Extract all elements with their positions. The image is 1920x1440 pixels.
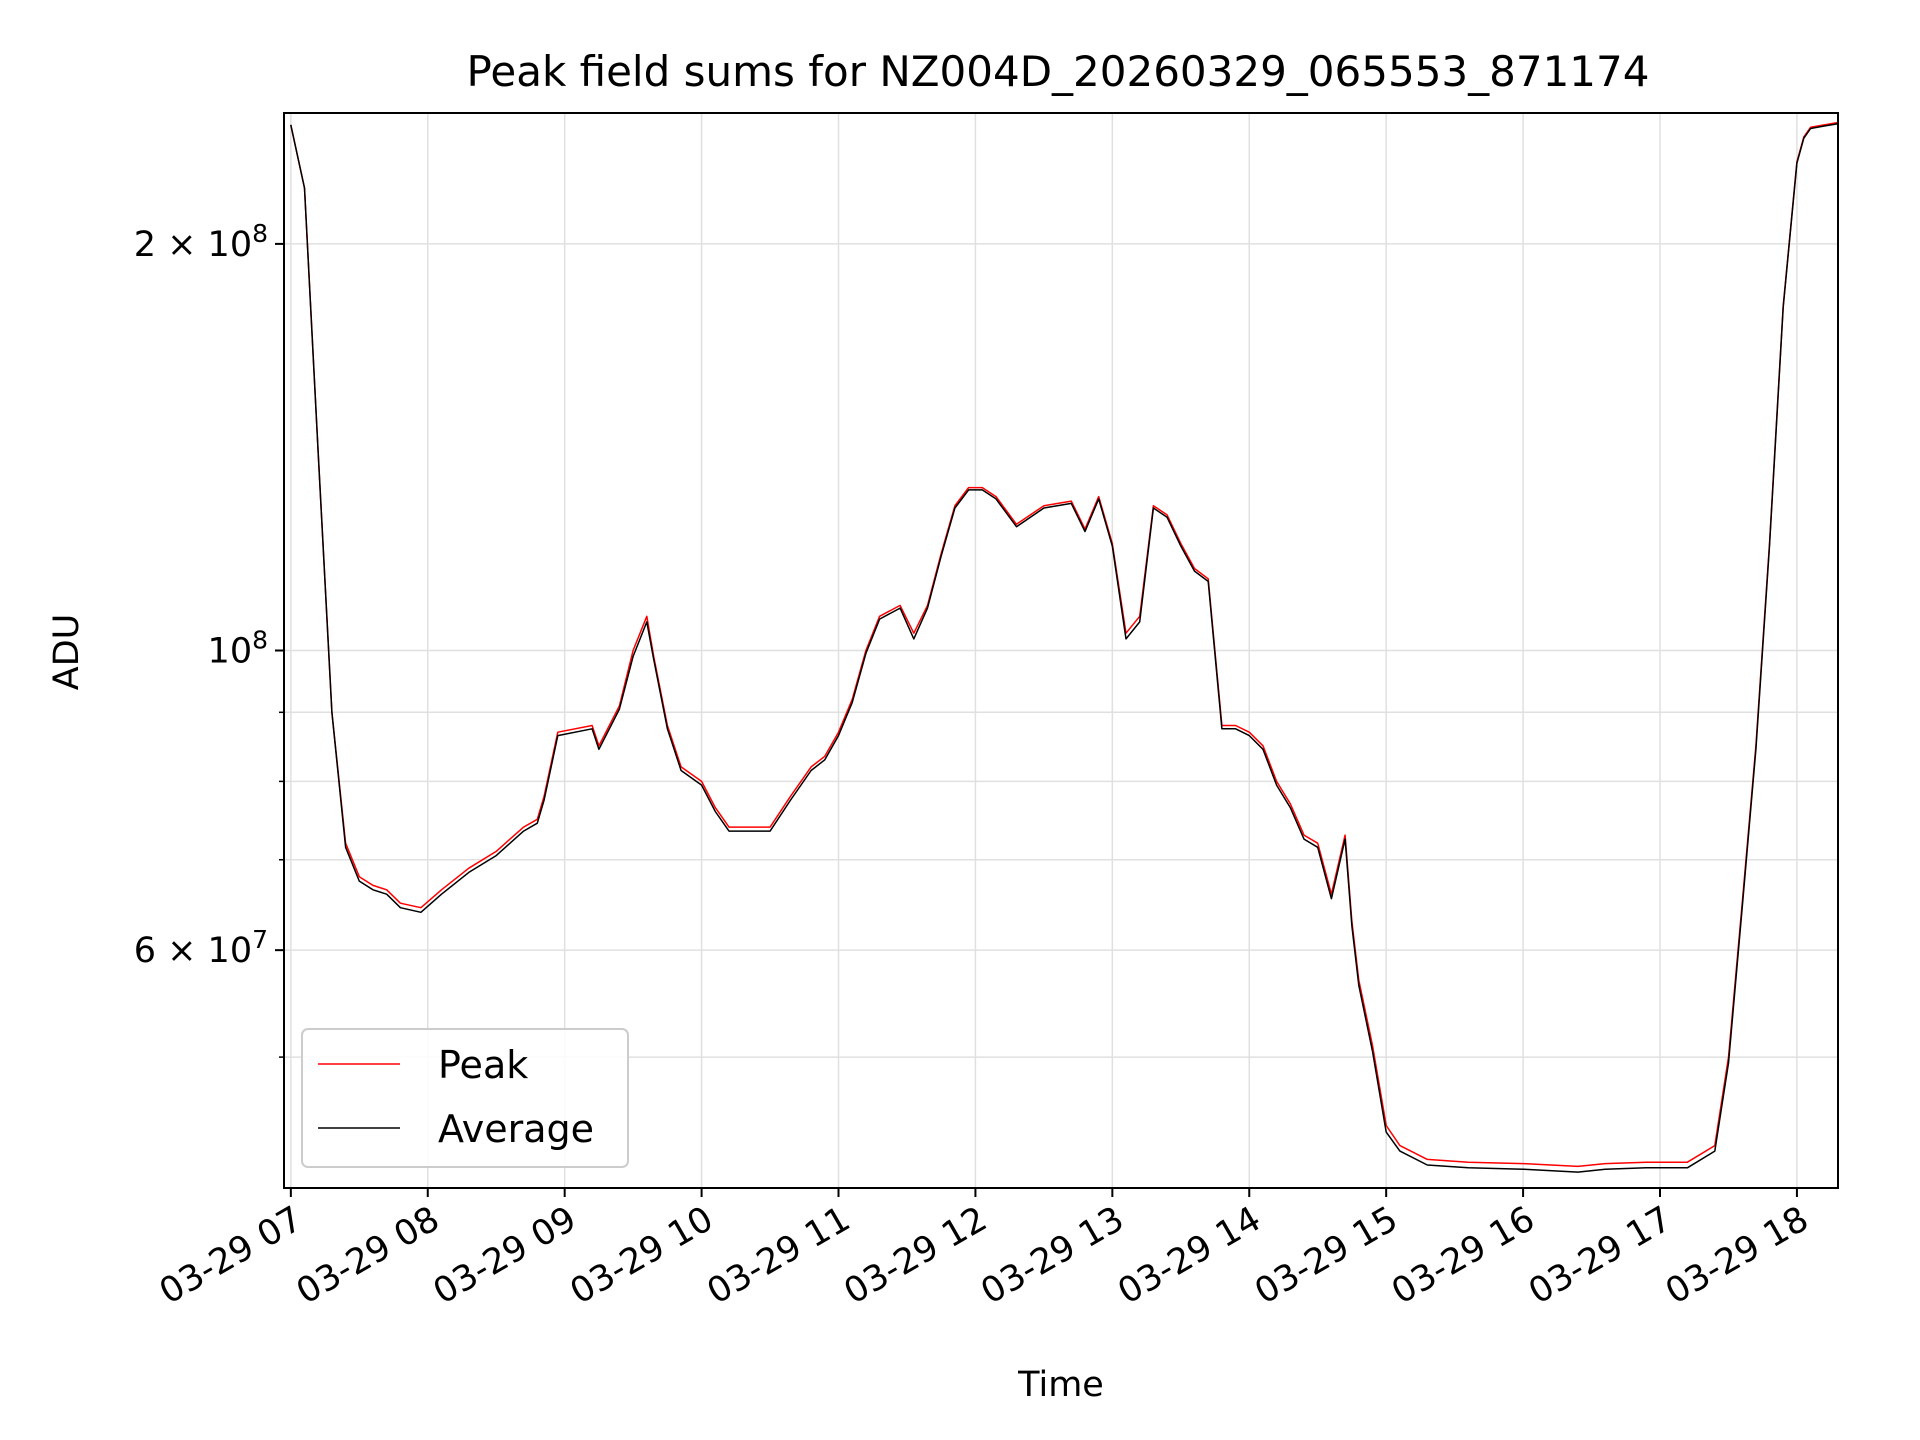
series-layer — [290, 121, 1839, 1173]
x-tick-label: 03-29 08 — [290, 1199, 446, 1312]
x-tick-label: 03-29 15 — [1248, 1199, 1404, 1312]
y-tick-label: 6 × 107 — [134, 925, 268, 971]
x-tick-label: 03-29 16 — [1385, 1199, 1541, 1312]
series-line-peak — [290, 121, 1839, 1168]
chart-title: Peak field sums for NZ004D_20260329_0655… — [467, 47, 1650, 96]
x-axis-label: Time — [1017, 1365, 1104, 1405]
legend: Peak Average — [301, 1028, 629, 1168]
x-tick-label: 03-29 07 — [153, 1199, 309, 1312]
legend-label-average: Average — [438, 1107, 594, 1151]
x-tick-label: 03-29 09 — [427, 1199, 583, 1312]
x-tick-label: 03-29 14 — [1111, 1199, 1267, 1312]
x-tick-label: 03-29 18 — [1659, 1199, 1815, 1312]
x-tick-label: 03-29 11 — [701, 1199, 857, 1312]
y-tick-exponent: 7 — [252, 925, 268, 954]
grid — [284, 113, 1838, 1188]
y-tick-label: 108 — [208, 626, 268, 672]
x-tick-label: 03-29 13 — [975, 1199, 1131, 1312]
y-tick-label: 2 × 108 — [134, 219, 268, 265]
x-tick-label: 03-29 17 — [1522, 1199, 1678, 1312]
y-tick-exponent: 8 — [252, 219, 268, 248]
y-axis-label: ADU — [47, 614, 87, 691]
y-tick-exponent: 8 — [252, 626, 268, 655]
x-tick-label: 03-29 12 — [838, 1199, 994, 1312]
series-line-average — [290, 122, 1839, 1173]
y-axis: 6 × 107 108 2 × 108 — [134, 219, 284, 1058]
x-tick-label: 03-29 10 — [564, 1199, 720, 1312]
legend-label-peak: Peak — [438, 1043, 528, 1087]
